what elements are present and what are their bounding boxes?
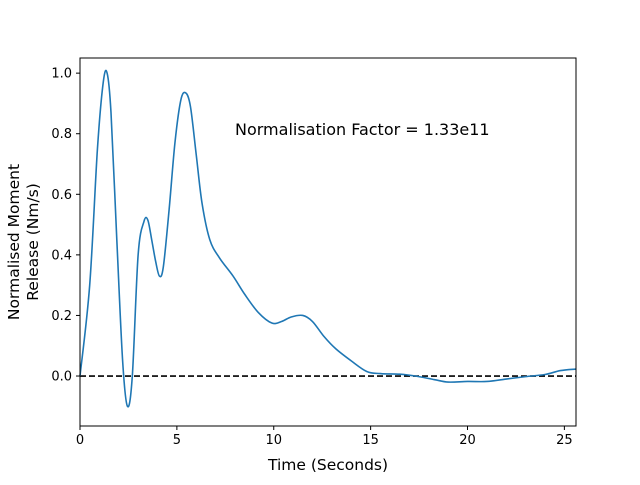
y-axis-label-line-2: Release (Nm/s): [24, 183, 42, 301]
x-axis-label: Time (Seconds): [267, 456, 388, 474]
normalisation-factor-annotation: Normalisation Factor = 1.33e11: [235, 120, 490, 139]
moment-release-series-line-0: [79, 69, 577, 408]
y-tick-label: 0.0: [51, 370, 72, 385]
y-tick-label: 1.0: [51, 67, 72, 82]
y-axis-label: Normalised Moment Release (Nm/s): [5, 164, 42, 320]
axes-frame: [79, 57, 577, 427]
x-tick-label: 15: [362, 433, 379, 448]
x-tick-label: 0: [76, 433, 84, 448]
x-tick-label: 20: [459, 433, 476, 448]
x-tick-label: 5: [173, 433, 181, 448]
y-tick-label: 0.6: [51, 188, 72, 203]
y-tick-label: 0.2: [51, 309, 72, 324]
y-tick-label: 0.8: [51, 127, 72, 142]
x-tick-label: 25: [556, 433, 573, 448]
y-axis-label-line-1: Normalised Moment: [5, 164, 23, 320]
ticks-layer: 0 5 10 15 20 25 0.0 0.2 0.4 0.6 0.8 1.0: [51, 67, 572, 448]
plot-layer: [79, 69, 577, 408]
x-tick-label: 10: [265, 433, 282, 448]
y-tick-label: 0.4: [51, 248, 72, 263]
